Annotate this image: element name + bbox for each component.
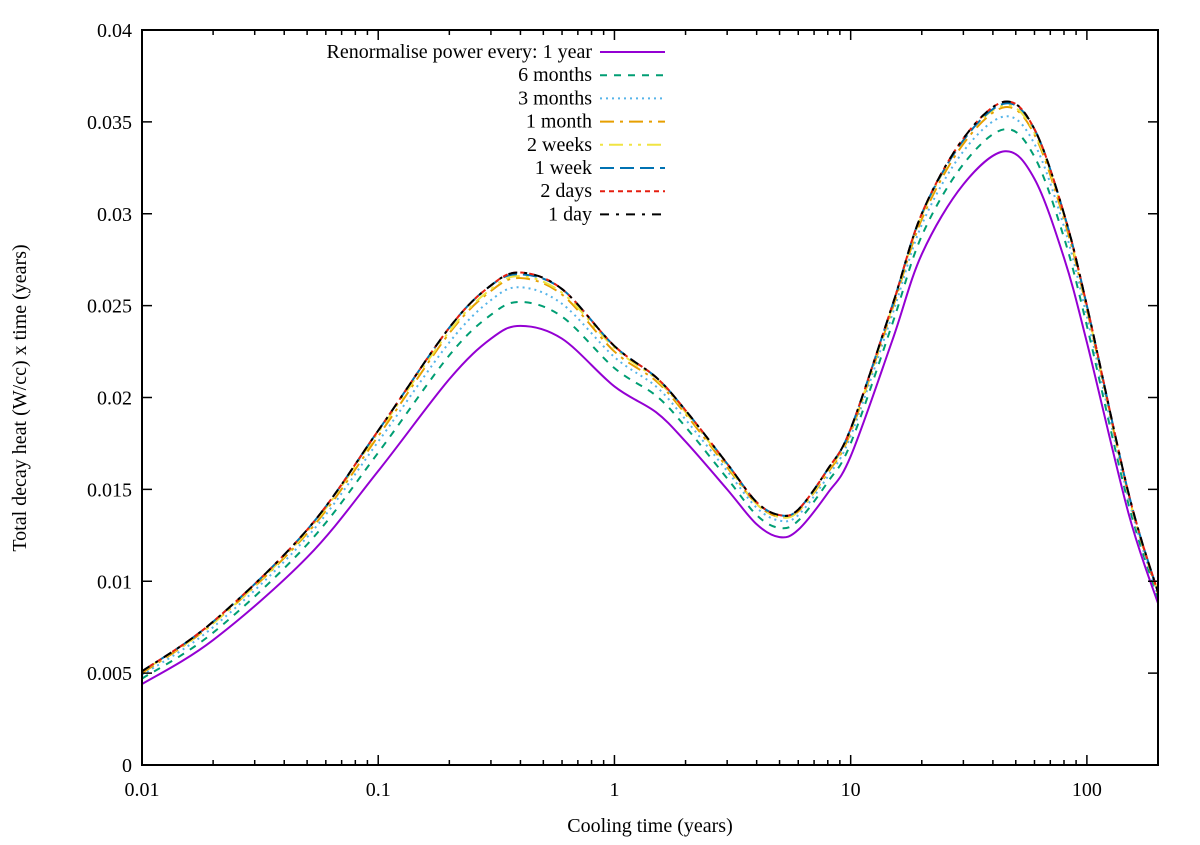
x-tick-label: 1: [609, 779, 619, 801]
series-line-3-months: [141, 115, 1159, 676]
legend-label: 2 days: [540, 180, 592, 202]
y-tick-label: 0.035: [87, 112, 132, 134]
y-tick-label: 0.03: [97, 204, 132, 226]
y-tick-label: 0.015: [87, 479, 132, 501]
y-tick-label: 0.02: [97, 388, 132, 410]
series-line-1-year: [141, 150, 1159, 685]
x-tick-label: 100: [1072, 779, 1102, 801]
legend-label: 1 month: [526, 111, 592, 133]
y-axis-label: Total decay heat (W/cc) x time (years): [9, 244, 31, 551]
legend-label: 1 week: [535, 157, 592, 179]
y-tick-label: 0.04: [97, 20, 132, 42]
plot-frame: [141, 29, 1159, 766]
axes: 0 0.005 0.01 0.015 0.02 0.025 0.03 0.035 0.04 0.0…: [87, 20, 1159, 801]
y-tick-label: 0.01: [97, 571, 132, 593]
x-tick-label: 0.1: [366, 779, 391, 801]
y-tick-label: 0: [122, 755, 132, 777]
legend-label: 2 weeks: [527, 134, 592, 156]
y-tick-label: 0.005: [87, 663, 132, 685]
series-line-2-weeks: [141, 104, 1159, 673]
series-line-2-days: [141, 100, 1159, 673]
legend-label: 6 months: [518, 64, 592, 86]
x-tick-label: 10: [841, 779, 861, 801]
x-axis-label: Cooling time (years): [567, 815, 733, 837]
series-line-1-day: [141, 100, 1159, 673]
legend-label: 3 months: [518, 87, 592, 109]
legend-label: 1 day: [548, 203, 592, 225]
plot-curves: [141, 100, 1159, 685]
series-line-1-week: [141, 102, 1159, 673]
y-tick-label: 0.025: [87, 296, 132, 318]
x-tick-label: 0.01: [125, 779, 160, 801]
series-line-6-months: [141, 128, 1159, 680]
legend-label: Renormalise power every: 1 year: [327, 41, 593, 63]
